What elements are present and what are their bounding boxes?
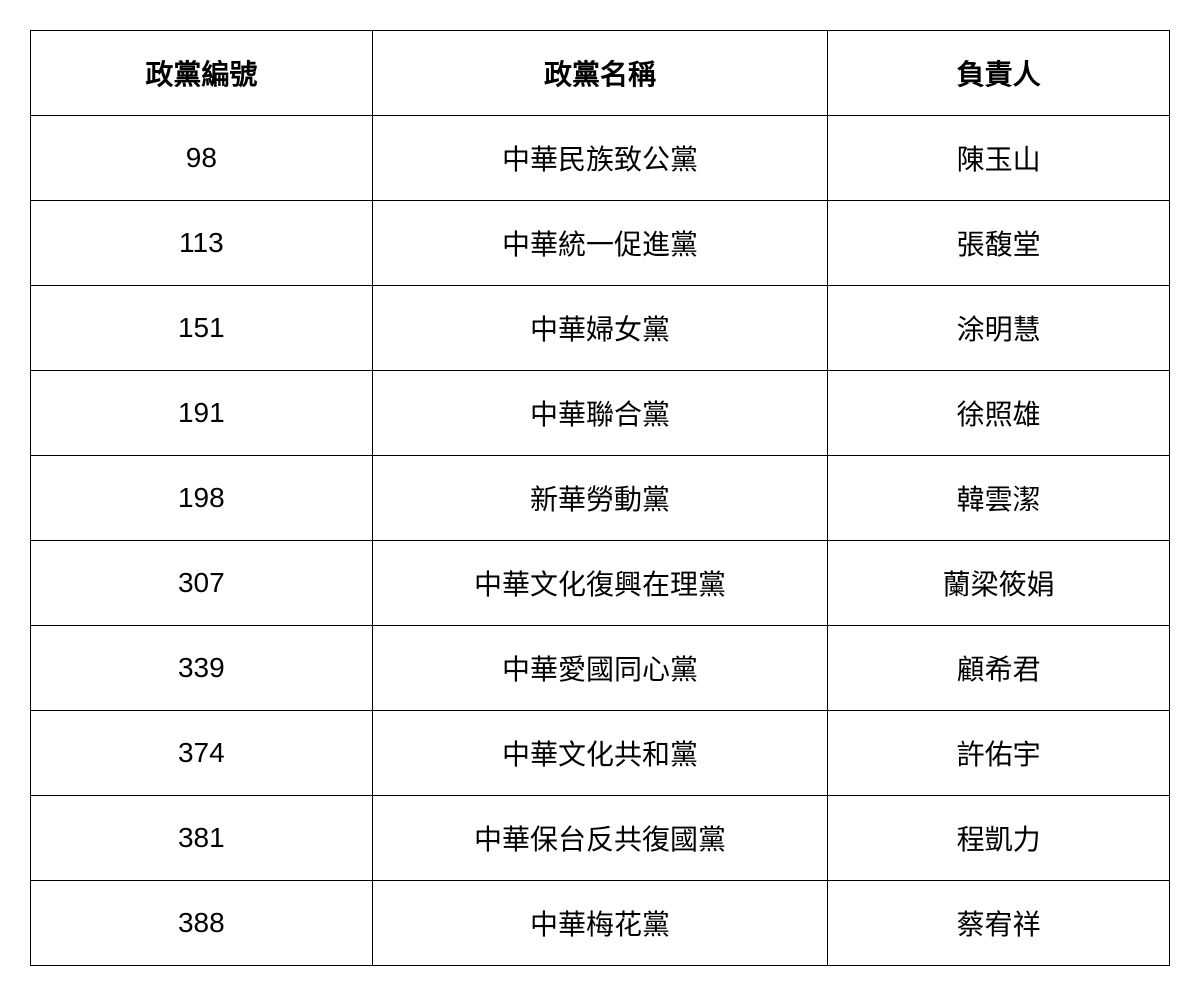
table-row: 388 中華梅花黨 蔡宥祥	[31, 881, 1170, 966]
cell-party-id: 339	[31, 626, 373, 711]
party-table-container: 政黨編號 政黨名稱 負責人 98 中華民族致公黨 陳玉山 113 中華統一促進黨…	[30, 30, 1170, 966]
cell-party-name: 中華文化共和黨	[372, 711, 828, 796]
header-party-id: 政黨編號	[31, 31, 373, 116]
cell-responsible-person: 蔡宥祥	[828, 881, 1170, 966]
party-table: 政黨編號 政黨名稱 負責人 98 中華民族致公黨 陳玉山 113 中華統一促進黨…	[30, 30, 1170, 966]
cell-party-name: 中華保台反共復國黨	[372, 796, 828, 881]
table-row: 381 中華保台反共復國黨 程凱力	[31, 796, 1170, 881]
table-row: 339 中華愛國同心黨 顧希君	[31, 626, 1170, 711]
header-party-name: 政黨名稱	[372, 31, 828, 116]
cell-responsible-person: 張馥堂	[828, 201, 1170, 286]
table-row: 374 中華文化共和黨 許佑宇	[31, 711, 1170, 796]
cell-party-id: 151	[31, 286, 373, 371]
cell-responsible-person: 陳玉山	[828, 116, 1170, 201]
cell-party-name: 中華文化復興在理黨	[372, 541, 828, 626]
cell-party-id: 191	[31, 371, 373, 456]
table-row: 151 中華婦女黨 涂明慧	[31, 286, 1170, 371]
cell-party-id: 113	[31, 201, 373, 286]
table-row: 191 中華聯合黨 徐照雄	[31, 371, 1170, 456]
cell-party-name: 中華聯合黨	[372, 371, 828, 456]
table-header: 政黨編號 政黨名稱 負責人	[31, 31, 1170, 116]
cell-party-name: 中華統一促進黨	[372, 201, 828, 286]
table-row: 98 中華民族致公黨 陳玉山	[31, 116, 1170, 201]
table-row: 307 中華文化復興在理黨 蘭梁筱娟	[31, 541, 1170, 626]
table-row: 198 新華勞動黨 韓雲潔	[31, 456, 1170, 541]
cell-party-id: 388	[31, 881, 373, 966]
cell-responsible-person: 許佑宇	[828, 711, 1170, 796]
cell-responsible-person: 顧希君	[828, 626, 1170, 711]
header-responsible-person: 負責人	[828, 31, 1170, 116]
table-body: 98 中華民族致公黨 陳玉山 113 中華統一促進黨 張馥堂 151 中華婦女黨…	[31, 116, 1170, 966]
cell-party-name: 新華勞動黨	[372, 456, 828, 541]
cell-party-id: 98	[31, 116, 373, 201]
cell-party-name: 中華梅花黨	[372, 881, 828, 966]
cell-responsible-person: 涂明慧	[828, 286, 1170, 371]
cell-responsible-person: 程凱力	[828, 796, 1170, 881]
cell-party-id: 381	[31, 796, 373, 881]
cell-party-name: 中華婦女黨	[372, 286, 828, 371]
cell-responsible-person: 徐照雄	[828, 371, 1170, 456]
cell-party-id: 307	[31, 541, 373, 626]
cell-party-id: 374	[31, 711, 373, 796]
cell-party-id: 198	[31, 456, 373, 541]
table-row: 113 中華統一促進黨 張馥堂	[31, 201, 1170, 286]
cell-party-name: 中華愛國同心黨	[372, 626, 828, 711]
cell-responsible-person: 蘭梁筱娟	[828, 541, 1170, 626]
cell-party-name: 中華民族致公黨	[372, 116, 828, 201]
cell-responsible-person: 韓雲潔	[828, 456, 1170, 541]
header-row: 政黨編號 政黨名稱 負責人	[31, 31, 1170, 116]
